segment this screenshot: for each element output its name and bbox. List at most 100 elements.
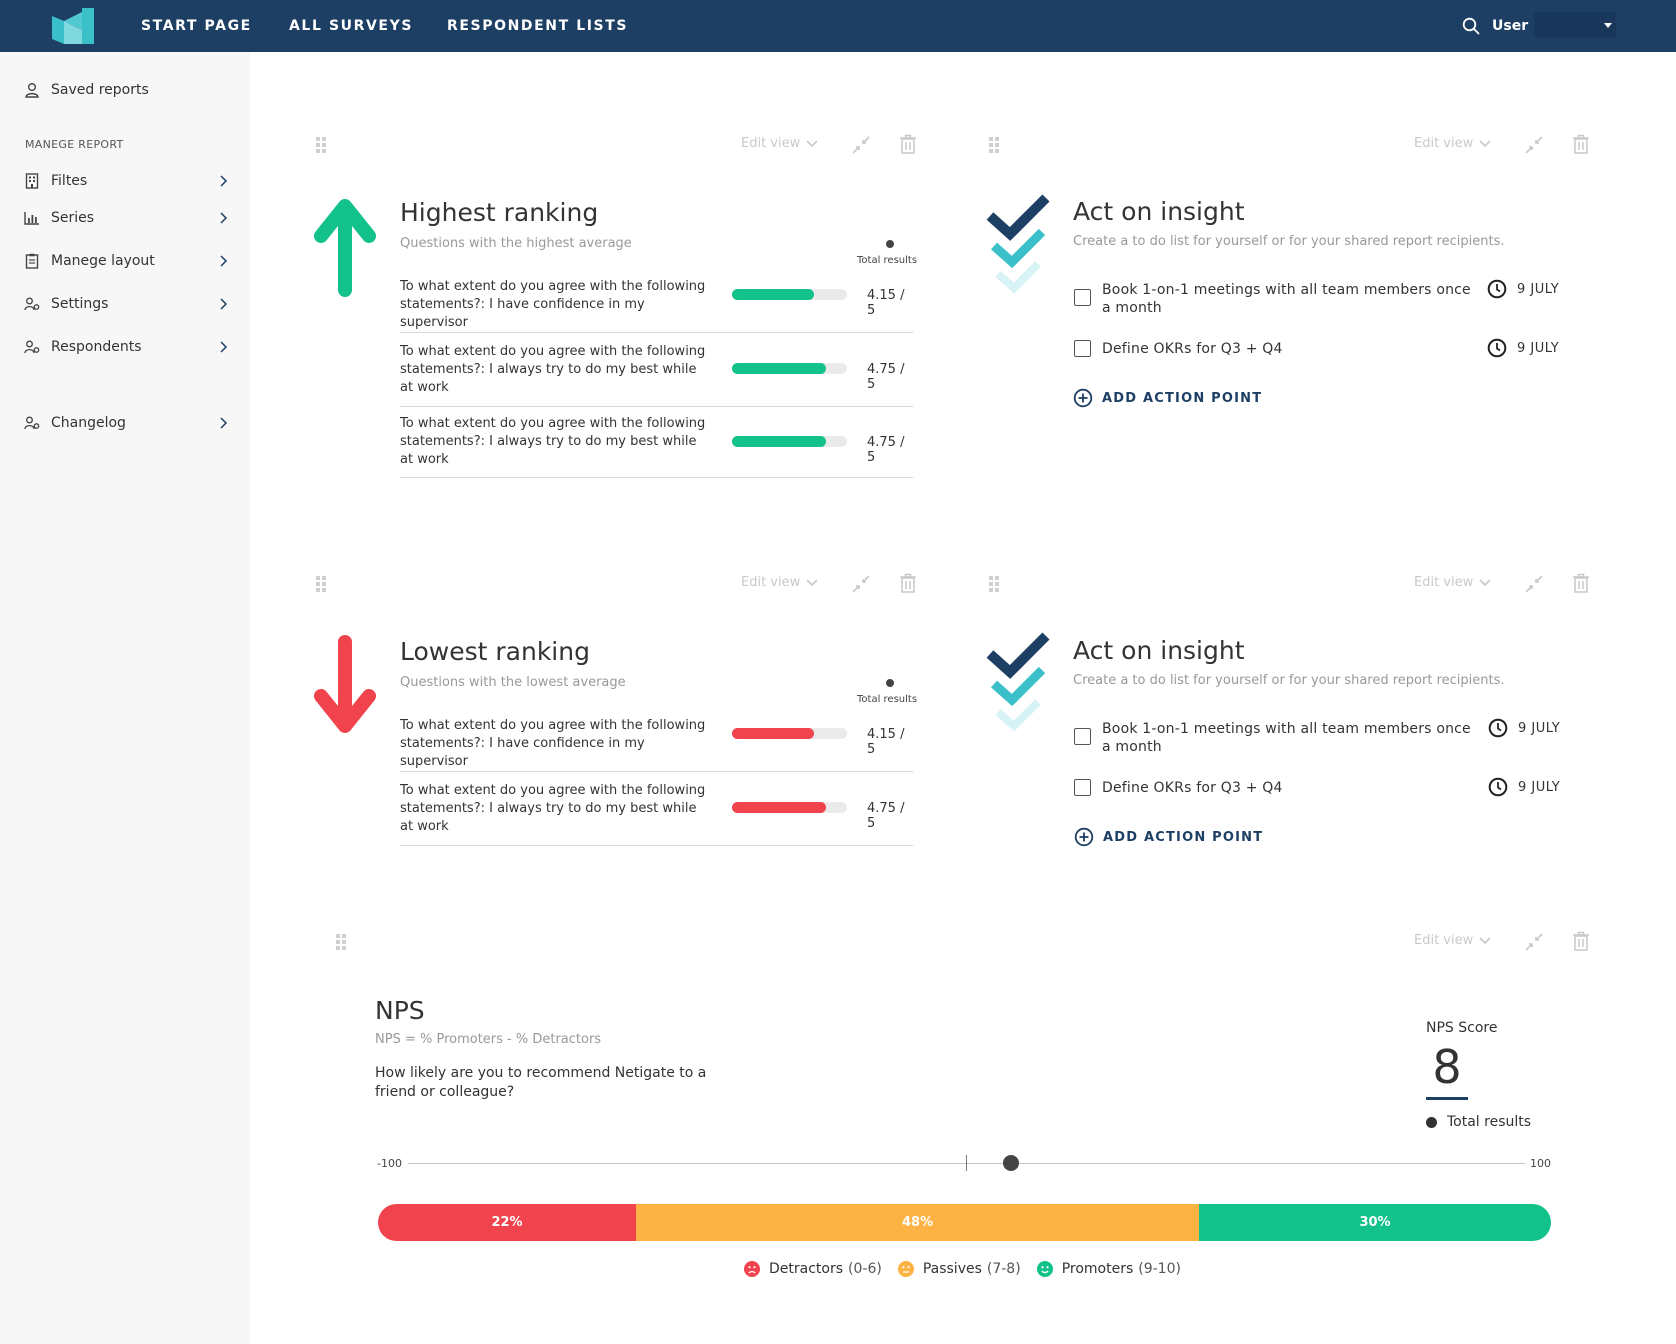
legend-label: Passives [922,1261,982,1277]
table-row: To what extent do you agree with the fol… [400,407,913,478]
edit-view-label: Edit view [1414,136,1474,151]
user-settings-icon [24,415,40,431]
drag-handle-icon[interactable] [988,575,1000,593]
sidebar-item-filters[interactable]: Filtes [24,169,228,193]
edit-view-dropdown[interactable]: Edit view [1414,933,1491,948]
nps-score-underline [1426,1097,1468,1100]
minimize-icon[interactable] [851,135,871,155]
building-icon [24,173,40,189]
edit-view-label: Edit view [1414,575,1474,590]
drag-handle-icon[interactable] [315,575,327,593]
edit-view-label: Edit view [741,136,801,151]
nps-scale-zero-tick [966,1155,967,1171]
chevron-right-icon [220,341,228,353]
score-bar-fill [732,728,814,739]
user-dropdown[interactable] [1534,12,1616,38]
score-bar-track [732,289,847,300]
user-icon [24,82,40,98]
nps-title: NPS [375,996,425,1025]
act-on-insight-title: Act on insight [1073,636,1245,665]
user-label: User [1492,18,1529,34]
legend-promoters: Promoters (9-10) [1036,1261,1181,1277]
sidebar-item-respondents[interactable]: Respondents [24,335,228,359]
todo-checkbox[interactable] [1074,340,1091,357]
chevron-down-icon [1479,139,1491,147]
arrow-up-icon [314,199,376,297]
add-action-point-label: ADD ACTION POINT [1103,829,1264,845]
todo-checkbox[interactable] [1074,728,1091,745]
question-text: To what extent do you agree with the fol… [400,783,706,834]
sidebar-saved-reports[interactable]: Saved reports [24,78,228,102]
total-results-dot [886,240,894,248]
minimize-icon[interactable] [1524,574,1544,594]
nav-start-page[interactable]: START PAGE [141,18,252,34]
nav-respondent-lists[interactable]: RESPONDENT LISTS [447,18,629,34]
edit-view-dropdown[interactable]: Edit view [741,575,818,590]
score-bar-track [732,728,847,739]
chevron-down-icon [1479,936,1491,944]
todo-checkbox[interactable] [1074,779,1091,796]
sidebar [0,52,250,1344]
sidebar-item-label: Saved reports [51,82,149,98]
sidebar-item-changelog[interactable]: Changelog [24,411,228,435]
score-value: 4.15 / 5 [867,727,905,757]
chevron-right-icon [220,255,228,267]
clock-icon [1487,279,1507,299]
drag-handle-icon[interactable] [988,136,1000,154]
nps-distribution-bar: 22% 48% 30% [378,1204,1551,1241]
sidebar-item-settings[interactable]: Settings [24,292,228,316]
nav-all-surveys[interactable]: ALL SURVEYS [289,18,414,34]
trash-icon[interactable] [898,573,918,593]
score-bar-track [732,436,847,447]
search-icon[interactable] [1462,17,1480,35]
score-bar-fill [732,802,826,813]
sidebar-item-label: Settings [51,296,109,312]
nps-score-value: 8 [1432,1040,1462,1094]
sidebar-item-label: Changelog [51,415,126,431]
total-results-label: Total results [857,255,918,266]
table-row: To what extent do you agree with the fol… [400,772,913,846]
score-value: 4.75 / 5 [867,435,905,465]
score-bar-fill [732,363,826,374]
minimize-icon[interactable] [1524,135,1544,155]
plus-circle-icon [1074,827,1094,847]
chevron-right-icon [220,175,228,187]
detractors-segment: 22% [378,1204,637,1241]
add-action-point-button[interactable]: ADD ACTION POINT [1073,388,1262,408]
edit-view-dropdown[interactable]: Edit view [1414,575,1491,590]
chevron-down-icon [1479,578,1491,586]
nps-question: How likely are you to recommend Netigate… [375,1065,707,1100]
table-row: To what extent do you agree with the fol… [400,714,913,772]
add-action-point-label: ADD ACTION POINT [1102,390,1263,406]
minimize-icon[interactable] [851,574,871,594]
score-value: 4.75 / 5 [867,801,905,831]
drag-handle-icon[interactable] [315,136,327,154]
chevron-down-icon[interactable] [1604,23,1612,28]
table-row: To what extent do you agree with the fol… [400,275,913,333]
neutral-face-icon [897,1261,914,1277]
legend-passives: Passives (7-8) [897,1261,1021,1277]
score-bar-fill [732,289,814,300]
trash-icon[interactable] [1571,573,1591,593]
drag-handle-icon[interactable] [335,933,347,951]
question-text: To what extent do you agree with the fol… [400,718,706,769]
sidebar-item-series[interactable]: Series [24,206,228,230]
total-results-dot [886,679,894,687]
trash-icon[interactable] [1571,134,1591,154]
sidebar-item-manage-layout[interactable]: Manege layout [24,249,228,273]
edit-view-dropdown[interactable]: Edit view [741,136,818,151]
act-on-insight-subtitle: Create a to do list for yourself or for … [1073,234,1505,249]
clipboard-icon [24,253,40,269]
nps-total-results: Total results [1426,1114,1531,1130]
nps-score-label: NPS Score [1426,1020,1498,1036]
netigate-logo-icon[interactable] [52,8,94,44]
score-bar-fill [732,436,826,447]
edit-view-dropdown[interactable]: Edit view [1414,136,1491,151]
todo-checkbox[interactable] [1074,289,1091,306]
nps-legend: Detractors (0-6) Passives (7-8) Promoters(… [744,1261,1197,1277]
minimize-icon[interactable] [1524,932,1544,952]
add-action-point-button[interactable]: ADD ACTION POINT [1074,827,1263,847]
trash-icon[interactable] [1571,931,1591,951]
trash-icon[interactable] [898,134,918,154]
edit-view-label: Edit view [741,575,801,590]
